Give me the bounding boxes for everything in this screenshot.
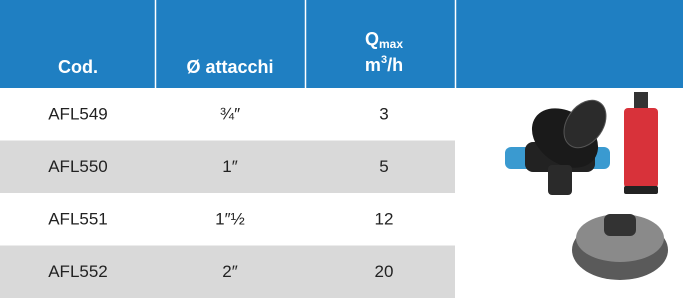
header-connections: Ø attacchi [186,57,273,77]
flow-subscript: max [379,37,403,51]
cell-text: AFL551 [48,210,108,229]
image-shape [548,165,572,195]
cell-text: 3 [379,105,388,124]
cell-text: ¾″ [220,105,240,124]
cell-text: 20 [375,262,394,281]
cell-text: AFL549 [48,105,108,124]
header-background [0,0,683,88]
cell-text: 12 [375,210,394,229]
table-body: AFL549 ¾″ 3 AFL550 1″ 5 AFL551 1″½ 12 AFL552 2″ 20 [0,105,455,298]
image-shape [624,108,658,188]
product-image [505,92,668,280]
image-shape [634,92,648,110]
cell-text: 1″½ [215,210,245,229]
cell-text: 2″ [222,262,237,281]
cell-text: 1″ [222,157,237,176]
unit-part: m [365,55,381,75]
image-shape [624,186,658,194]
cell-text: AFL552 [48,262,108,281]
image-shape [604,214,636,236]
product-table: Cod. Ø attacchi Qmax m 3/h AFL549 ¾″ 3 AFL55… [0,0,683,298]
cell-text: AFL550 [48,157,108,176]
unit-part: /h [387,55,403,75]
flow-symbol: Q [365,29,379,49]
cell-text: 5 [379,157,388,176]
header-code: Cod. [58,57,98,77]
